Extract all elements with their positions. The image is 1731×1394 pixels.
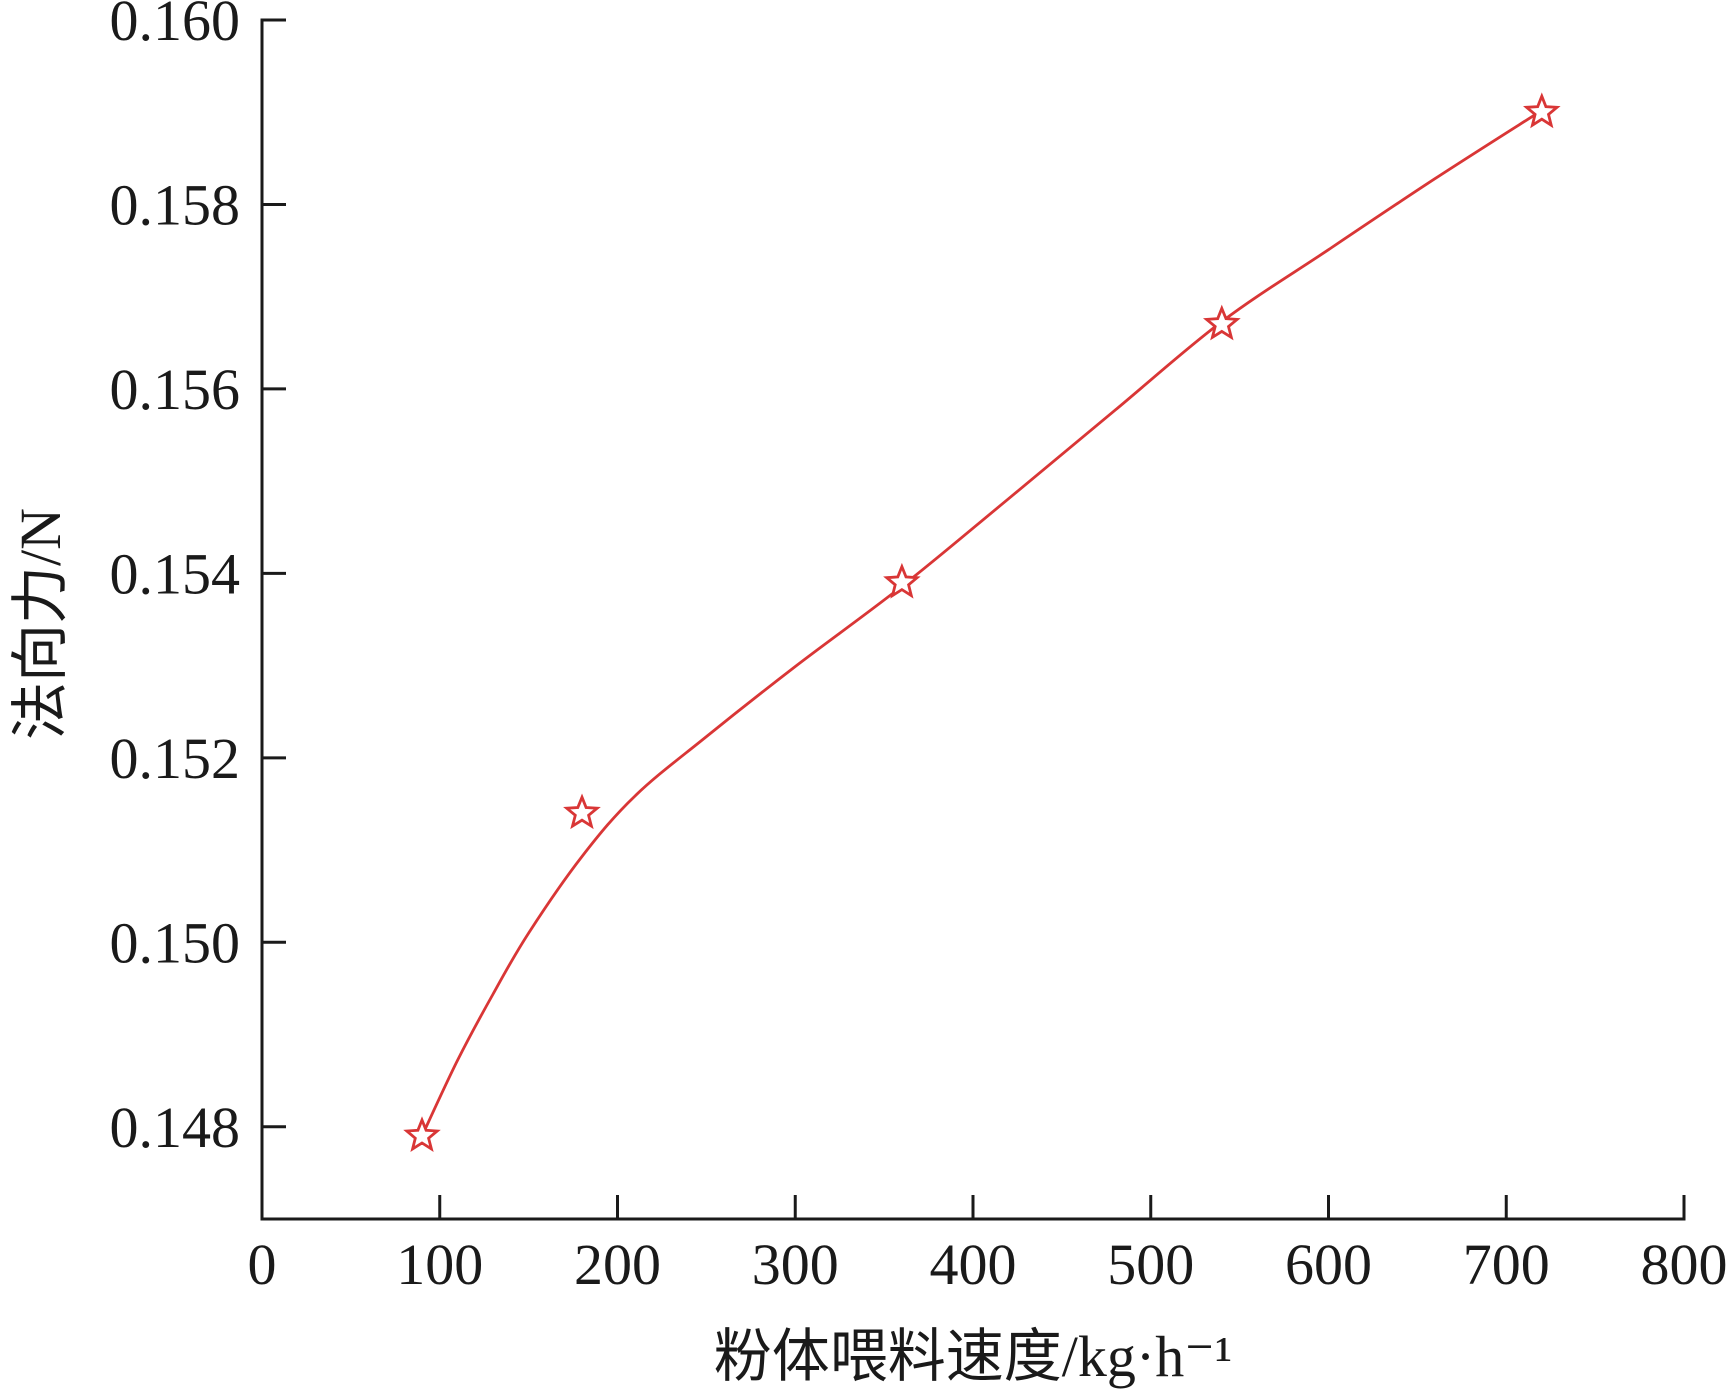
y-tick-label: 0.150 bbox=[110, 910, 241, 975]
fit-curve bbox=[420, 109, 1544, 1138]
y-tick-label: 0.152 bbox=[110, 726, 241, 791]
x-tick-label: 0 bbox=[248, 1232, 277, 1297]
x-tick-label: 600 bbox=[1285, 1232, 1372, 1297]
y-tick-label: 0.156 bbox=[110, 357, 241, 422]
x-axis-title: 粉体喂料速度/kg·h⁻¹ bbox=[714, 1324, 1232, 1389]
data-point-marker bbox=[403, 1116, 441, 1152]
x-tick-label: 200 bbox=[574, 1232, 661, 1297]
x-tick-label: 100 bbox=[396, 1232, 483, 1297]
axes bbox=[260, 18, 1686, 1221]
y-tick-label: 0.154 bbox=[110, 541, 241, 606]
x-ticks: 0 100 200 300 400 500 600 700 800 bbox=[248, 1195, 1728, 1297]
y-axis-title: 法向力/N bbox=[8, 508, 73, 740]
data-point-marker bbox=[563, 793, 601, 830]
data-point-marker bbox=[1523, 92, 1561, 129]
y-tick-label: 0.160 bbox=[110, 0, 241, 53]
data-point-marker bbox=[883, 562, 921, 599]
y-tick-label: 0.158 bbox=[110, 172, 241, 237]
x-tick-label: 500 bbox=[1107, 1232, 1194, 1297]
y-tick-label: 0.148 bbox=[110, 1095, 241, 1160]
x-tick-label: 700 bbox=[1463, 1232, 1550, 1297]
data-point-marker bbox=[1202, 304, 1241, 341]
y-ticks: 0.148 0.150 0.152 0.154 0.156 0.158 0.160 bbox=[110, 0, 286, 1160]
x-tick-label: 300 bbox=[752, 1232, 839, 1297]
plot-area bbox=[403, 92, 1561, 1152]
x-tick-label: 800 bbox=[1641, 1232, 1728, 1297]
x-tick-label: 400 bbox=[930, 1232, 1017, 1297]
